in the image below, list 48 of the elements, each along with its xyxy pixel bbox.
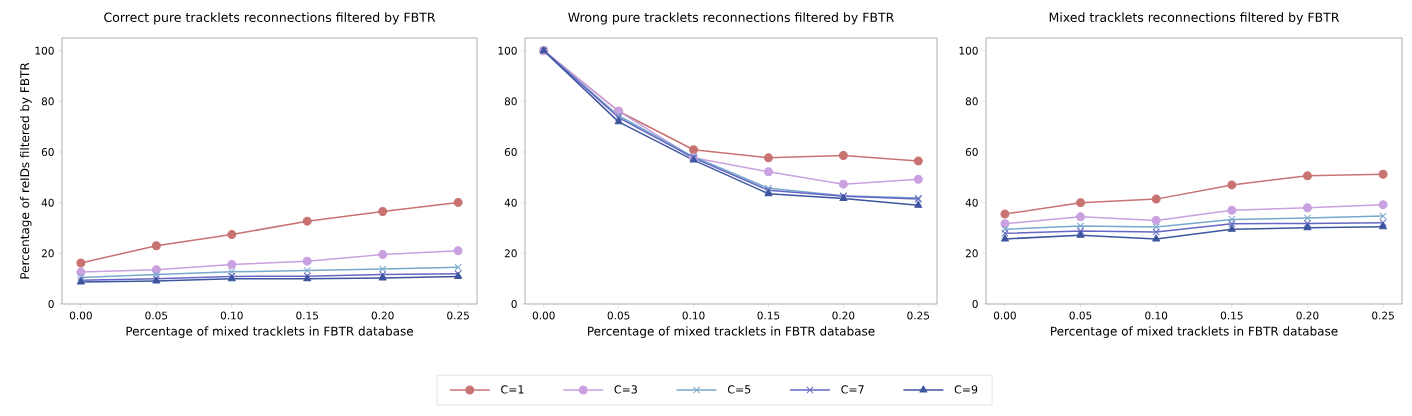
y-axis-title: Percentage of reIDs filtered by FBTR xyxy=(19,62,32,279)
y-tick-label: 80 xyxy=(41,97,54,106)
x-tick-label: 0.10 xyxy=(682,311,705,320)
chart-title: Mixed tracklets reconnections filtered by FBTR xyxy=(1049,12,1340,25)
legend-label: C=3 xyxy=(614,385,637,394)
y-tick-label: 20 xyxy=(504,249,517,258)
legend-label: C=7 xyxy=(841,385,864,394)
x-tick-label: 0.00 xyxy=(69,311,92,320)
x-tick-label: 0.10 xyxy=(220,311,243,320)
x-tick-label: 0.20 xyxy=(371,311,394,320)
y-tick-label: 100 xyxy=(498,46,517,55)
y-tick-label: 40 xyxy=(504,198,517,207)
legend-label: C=5 xyxy=(727,385,751,394)
x-tick-label: 0.25 xyxy=(1372,311,1394,320)
y-tick-label: 80 xyxy=(965,97,978,106)
x-tick-label: 0.00 xyxy=(993,311,1016,320)
y-tick-label: 60 xyxy=(41,148,54,156)
x-tick-label: 0.05 xyxy=(1069,311,1092,320)
y-tick-label: 0 xyxy=(511,300,517,308)
x-axis-title: Percentage of mixed tracklets in FBTR database xyxy=(126,326,414,338)
x-axis-title: Percentage of mixed tracklets in FBTR database xyxy=(588,326,875,338)
y-tick-label: 20 xyxy=(965,249,978,258)
y-tick-label: 40 xyxy=(965,198,978,207)
x-tick-label: 0.25 xyxy=(907,311,930,320)
y-tick-label: 100 xyxy=(959,46,978,55)
x-tick-label: 0.15 xyxy=(1220,311,1243,320)
y-tick-label: 100 xyxy=(35,46,54,55)
y-tick-label: 0 xyxy=(48,300,54,308)
x-tick-label: 0.15 xyxy=(757,311,780,320)
x-axis-title: Percentage of mixed tracklets in FBTR database xyxy=(1051,326,1338,338)
legend-label: C=1 xyxy=(501,385,524,394)
x-tick-label: 0.20 xyxy=(1296,311,1319,320)
y-tick-label: 80 xyxy=(504,97,517,106)
x-tick-label: 0.05 xyxy=(607,311,630,320)
x-tick-label: 0.15 xyxy=(296,311,318,320)
y-tick-label: 60 xyxy=(504,148,517,156)
y-tick-label: 0 xyxy=(972,300,978,308)
y-tick-label: 20 xyxy=(41,249,54,258)
x-tick-label: 0.00 xyxy=(532,311,555,320)
legend-label: C=9 xyxy=(954,385,978,394)
x-tick-label: 0.25 xyxy=(447,311,469,320)
y-tick-label: 60 xyxy=(965,148,978,156)
x-tick-label: 0.05 xyxy=(145,311,168,320)
x-tick-label: 0.10 xyxy=(1145,311,1168,320)
chart-title: Wrong pure tracklets reconnections filtered by FBTR xyxy=(568,12,894,25)
x-tick-label: 0.20 xyxy=(832,311,855,320)
y-tick-label: 40 xyxy=(41,198,54,207)
chart-title: Correct pure tracklets reconnections filtered by FBTR xyxy=(104,12,436,25)
